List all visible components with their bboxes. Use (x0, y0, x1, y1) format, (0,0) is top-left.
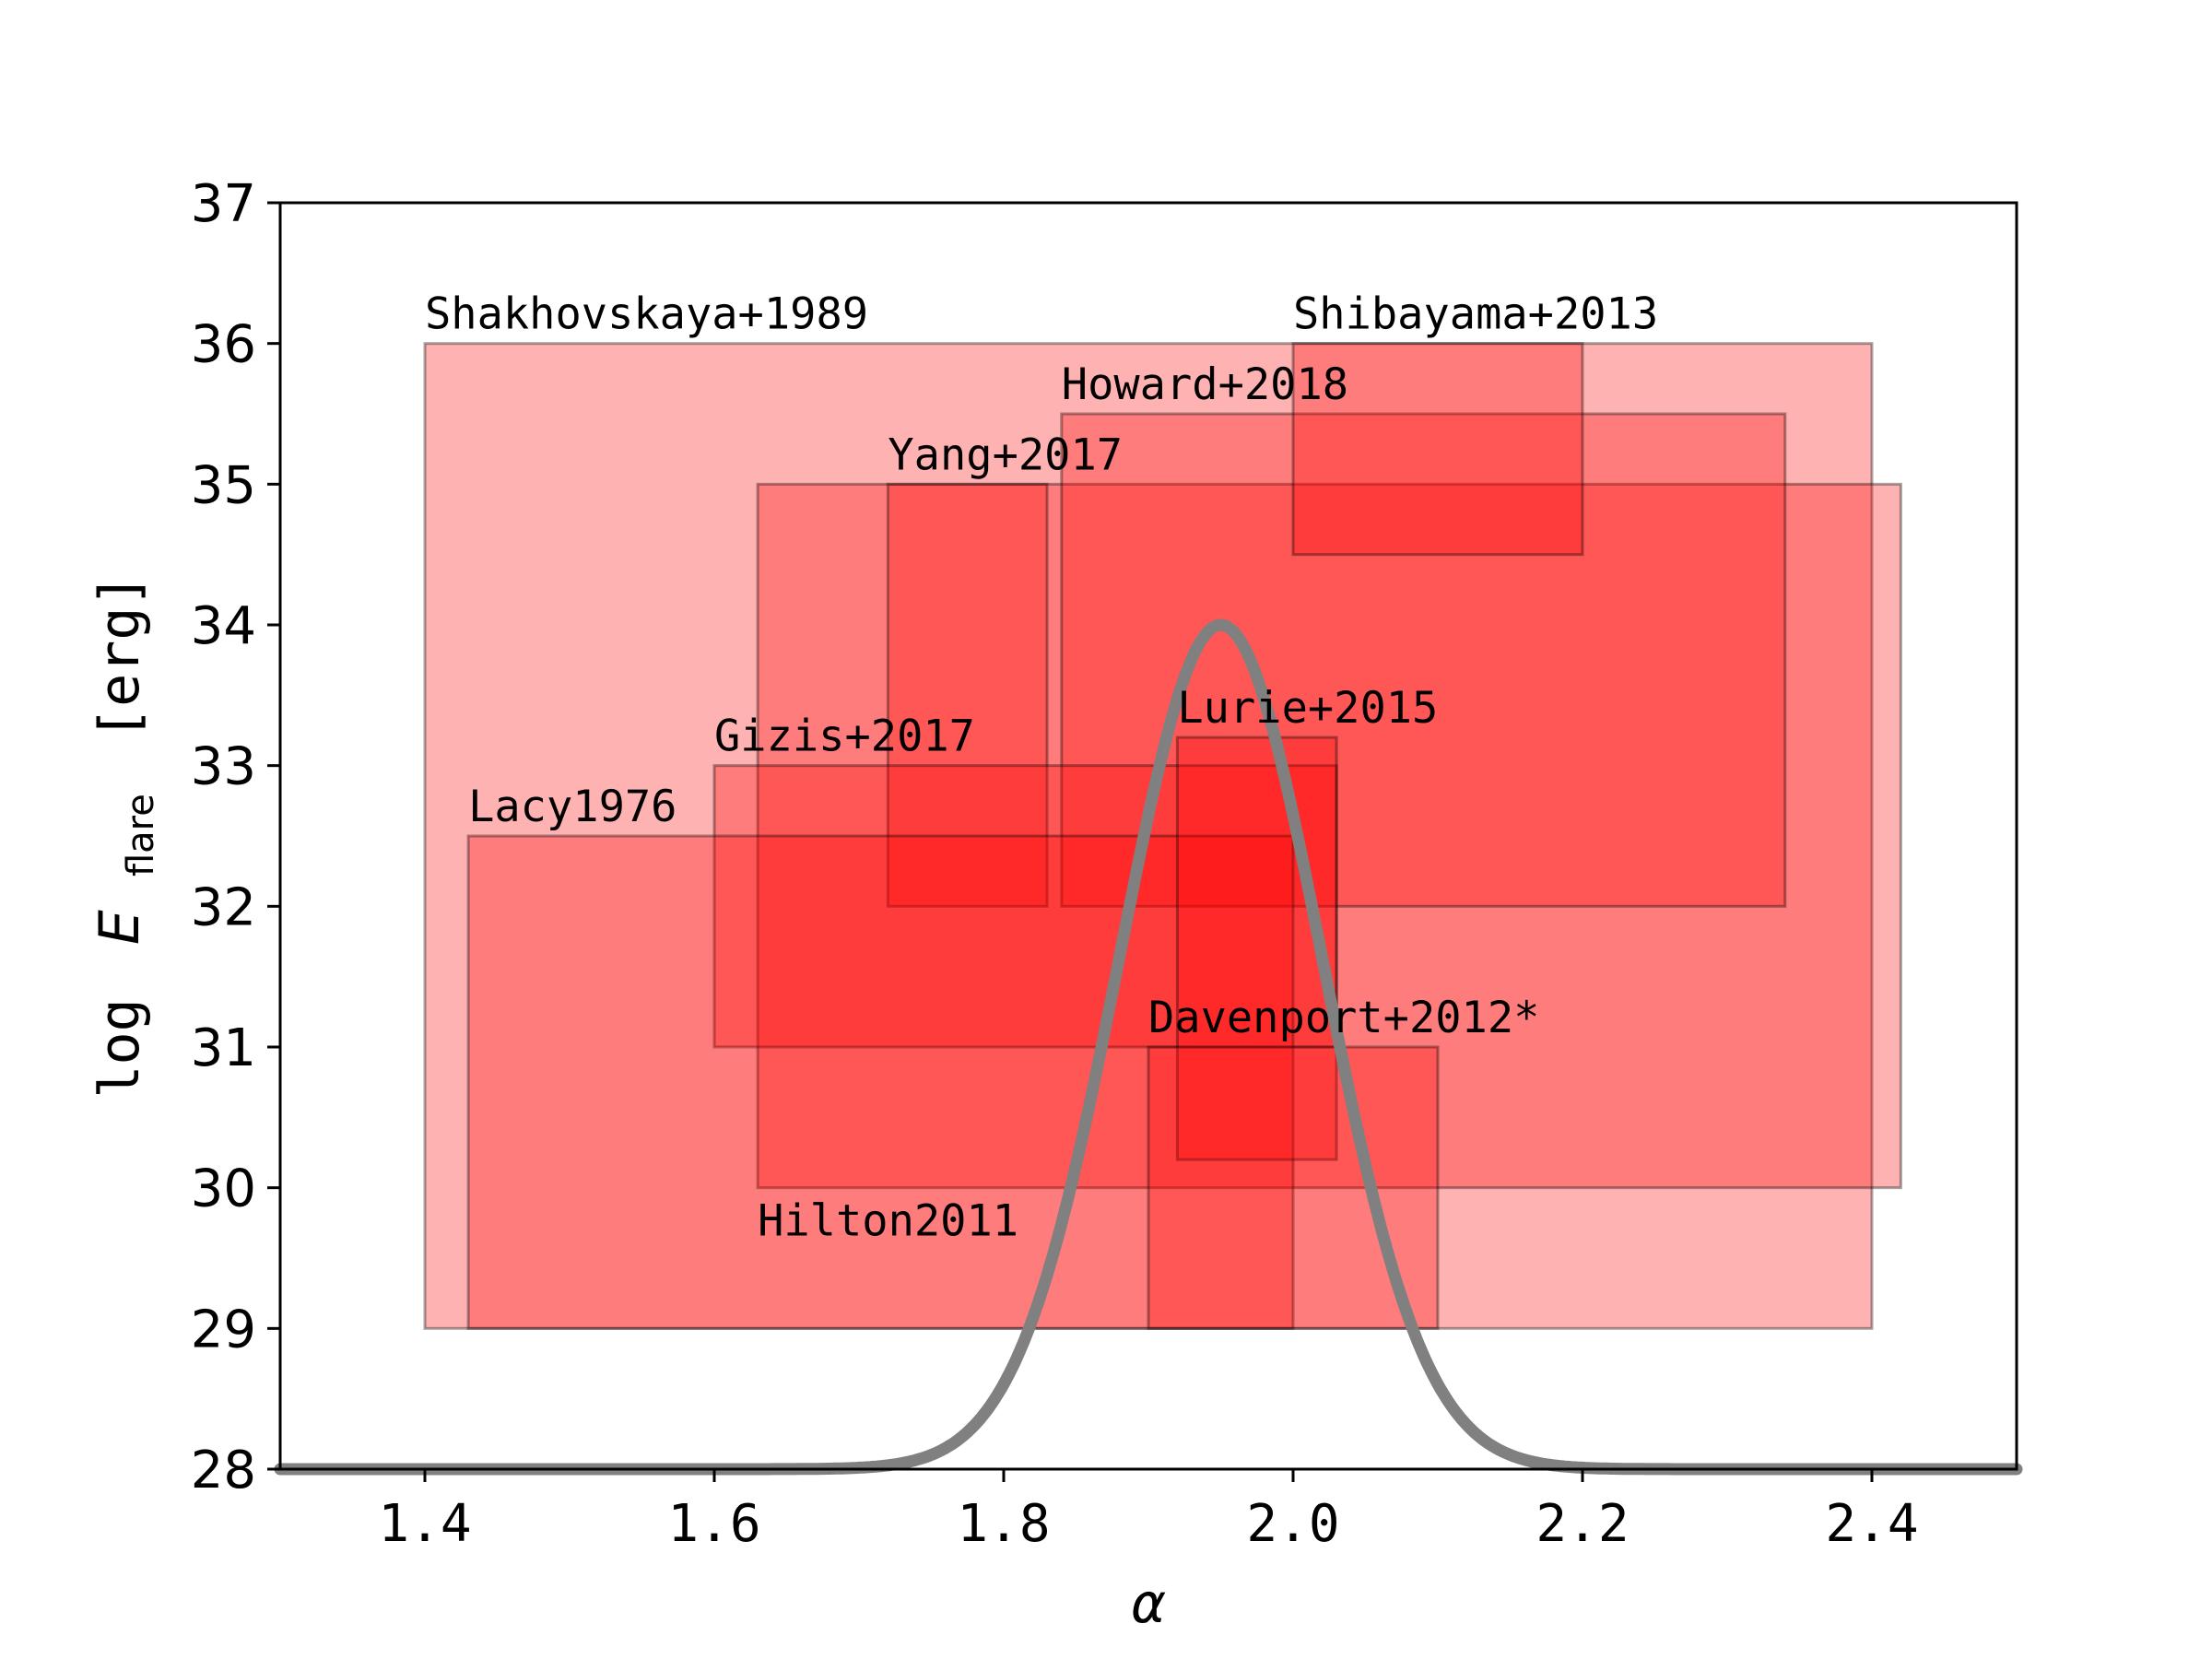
rect-label: Shakhovskaya+1989 (425, 289, 868, 340)
y-tick-label: 29 (191, 1300, 256, 1359)
rectangle-labels-layer: Shakhovskaya+1989 Hilton2011 Yang+2017 Howa… (425, 289, 1658, 1247)
rect-lacy1976 (466, 834, 1295, 1330)
y-tick-label: 36 (191, 315, 256, 375)
rectangles-layer (423, 342, 1902, 1330)
x-tick-label: 1.6 (667, 1494, 760, 1554)
y-axis-label-prefix: log (88, 998, 152, 1098)
y-axis-label-unit: [erg] (88, 573, 152, 740)
rect-label: Davenport+2012* (1148, 993, 1539, 1043)
y-axis-label: log E flare [erg] (88, 573, 167, 1098)
y-tick-label: 32 (191, 877, 256, 937)
rect-gizis-2017 (712, 764, 1338, 1049)
x-axis-label: α (1132, 1571, 1166, 1636)
rect-shibayama-2013 (1291, 342, 1584, 557)
rect-label: Hilton2011 (758, 1196, 1018, 1247)
rect-davenport-2012- (1147, 1045, 1440, 1330)
y-tick-label: 35 (191, 455, 256, 515)
rect-hilton2011 (756, 482, 1902, 1190)
plot-frame (278, 201, 2018, 1471)
rect-label: Gizis+2017 (714, 712, 975, 762)
rect-lurie-2015 (1175, 735, 1338, 1161)
y-tick-label: 31 (191, 1018, 256, 1078)
y-axis-label-symbol: E (88, 910, 152, 945)
rect-label: Yang+2017 (888, 429, 1123, 480)
rect-label: Howard+2018 (1062, 359, 1348, 410)
y-tick-label: 37 (191, 174, 256, 234)
ticks-layer: 1.4 1.6 1.8 2.0 2.2 2.4 28 29 30 31 32 33 34 35 36 37 (191, 174, 1919, 1554)
y-axis-label-subscript: flare (120, 794, 162, 877)
y-tick-label: 34 (191, 596, 256, 656)
rect-label: Lacy1976 (468, 782, 677, 832)
y-tick-label: 33 (191, 737, 256, 797)
y-tick-label: 28 (191, 1441, 256, 1500)
x-tick-label: 1.4 (378, 1494, 471, 1554)
rect-label: Shibayama+2013 (1293, 289, 1658, 340)
rect-howard-2018 (1060, 412, 1787, 908)
x-tick-label: 2.2 (1535, 1494, 1629, 1554)
x-tick-label: 2.0 (1246, 1494, 1339, 1554)
x-tick-label: 1.8 (957, 1494, 1050, 1554)
x-tick-label: 2.4 (1825, 1494, 1918, 1554)
rect-label: Lurie+2015 (1177, 683, 1438, 734)
y-tick-label: 30 (191, 1159, 256, 1219)
rect-yang-2017 (886, 482, 1049, 908)
